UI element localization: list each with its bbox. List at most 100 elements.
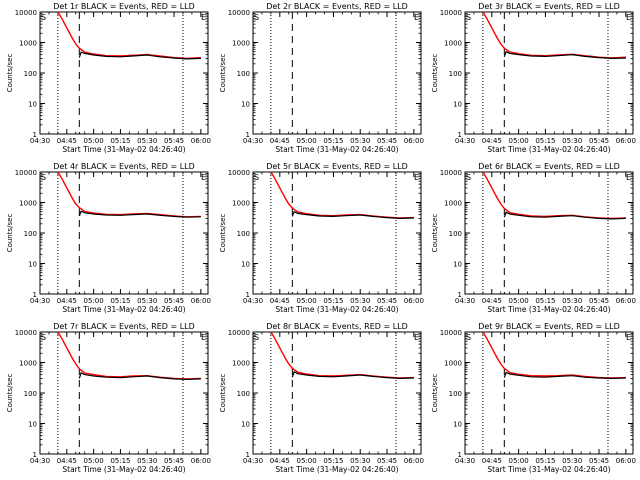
y-tick-label: 10 [241,261,250,269]
x-tick-label: 04:30 [455,457,475,465]
detector-panel-9: Det 9r BLACK = Events, RED = LLD 1 10 100 10… [431,322,636,474]
x-tick-label: 05:45 [377,137,397,145]
y-tick-label: 10 [241,101,250,109]
panel-title: Det 1r BLACK = Events, RED = LLD [53,2,195,11]
events-rate-line [78,210,201,218]
y-tick-label: 10000 [15,329,37,337]
start-marker: S [466,173,471,182]
y-tick-label: 10 [28,261,37,269]
x-tick-label: 05:45 [377,297,397,305]
y-axis-label: Counts/sec [431,214,439,253]
detector-panel-3: Det 3r BLACK = Events, RED = LLD 1 10 100 10… [431,2,636,154]
x-tick-label: 06:00 [616,297,636,305]
x-tick-label: 05:30 [137,297,157,305]
end-marker: E [626,13,631,22]
y-tick-label: 100 [449,70,462,78]
x-tick-label: 05:15 [535,137,555,145]
x-tick-label: 04:30 [455,137,475,145]
panel-title: Det 8r BLACK = Events, RED = LLD [266,322,408,331]
y-tick-label: 10 [453,101,462,109]
x-axis-label: Start Time (31-May-02 04:26:40) [487,465,610,474]
panel-title: Det 5r BLACK = Events, RED = LLD [266,162,408,171]
x-tick-label: 06:00 [191,297,211,305]
x-tick-label: 06:00 [404,137,424,145]
x-tick-label: 05:45 [164,297,184,305]
x-tick-label: 04:30 [243,137,263,145]
panel-title: Det 9r BLACK = Events, RED = LLD [478,322,620,331]
y-tick-label: 10000 [440,169,462,177]
x-tick-label: 05:30 [562,137,582,145]
end-marker: E [414,333,419,342]
x-axis-label: Start Time (31-May-02 04:26:40) [275,305,398,314]
panel-title: Det 2r BLACK = Events, RED = LLD [266,2,408,11]
y-tick-label: 1 [458,131,462,139]
x-tick-label: 04:45 [270,457,290,465]
x-tick-label: 05:30 [137,457,157,465]
x-tick-label: 04:45 [270,297,290,305]
x-tick-label: 06:00 [404,457,424,465]
x-tick-label: 04:45 [57,137,77,145]
y-tick-label: 1000 [444,200,462,208]
y-tick-label: 1 [246,451,250,459]
x-tick-label: 06:00 [404,297,424,305]
x-tick-label: 05:45 [589,297,609,305]
x-tick-label: 05:45 [589,137,609,145]
events-rate-line [503,371,626,380]
events-rate-line [78,51,201,60]
y-tick-label: 100 [449,390,462,398]
x-axis-label: Start Time (31-May-02 04:26:40) [62,305,185,314]
x-tick-label: 04:30 [30,457,50,465]
y-tick-label: 100 [24,230,37,238]
y-tick-label: 1 [33,131,37,139]
end-marker: E [626,333,631,342]
x-axis-label: Start Time (31-May-02 04:26:40) [487,305,610,314]
x-tick-label: 04:30 [243,297,263,305]
x-tick-label: 05:30 [137,137,157,145]
y-tick-label: 10000 [228,169,250,177]
y-axis-label: Counts/sec [6,214,14,253]
start-marker: S [41,13,46,22]
x-tick-label: 05:00 [509,457,529,465]
y-tick-label: 1 [33,291,37,299]
start-marker: S [41,173,46,182]
y-tick-label: 1000 [19,360,37,368]
x-tick-label: 05:30 [562,297,582,305]
start-marker: S [466,13,471,22]
x-tick-label: 04:45 [482,457,502,465]
x-tick-label: 05:00 [297,457,317,465]
detector-panel-8: Det 8r BLACK = Events, RED = LLD 1 10 100 10… [219,322,424,474]
x-tick-label: 04:30 [30,137,50,145]
y-axis-label: Counts/sec [6,374,14,413]
events-rate-line [291,371,414,380]
y-axis-label: Counts/sec [219,374,227,413]
x-axis-label: Start Time (31-May-02 04:26:40) [275,145,398,154]
y-tick-label: 10000 [440,329,462,337]
y-tick-label: 100 [237,230,250,238]
x-axis-label: Start Time (31-May-02 04:26:40) [62,145,185,154]
detector-panel-5: Det 5r BLACK = Events, RED = LLD 1 10 100 10… [219,162,424,314]
end-marker: E [626,173,631,182]
y-tick-label: 10000 [228,9,250,17]
y-axis-label: Counts/sec [219,54,227,93]
y-tick-label: 1000 [19,40,37,48]
x-tick-label: 05:30 [350,137,370,145]
y-tick-label: 100 [449,230,462,238]
start-marker: S [254,13,259,22]
x-tick-label: 05:30 [350,297,370,305]
x-tick-label: 05:45 [589,457,609,465]
y-tick-label: 1000 [444,40,462,48]
x-tick-label: 04:45 [482,297,502,305]
y-tick-label: 100 [24,390,37,398]
y-axis-label: Counts/sec [431,54,439,93]
x-tick-label: 04:30 [30,297,50,305]
x-tick-label: 05:00 [509,137,529,145]
x-tick-label: 05:00 [509,297,529,305]
y-tick-label: 1000 [232,360,250,368]
x-tick-label: 04:30 [243,457,263,465]
x-tick-label: 04:30 [455,297,475,305]
y-tick-label: 10 [241,421,250,429]
x-tick-label: 06:00 [191,457,211,465]
x-tick-label: 05:45 [377,457,397,465]
x-tick-label: 06:00 [191,137,211,145]
